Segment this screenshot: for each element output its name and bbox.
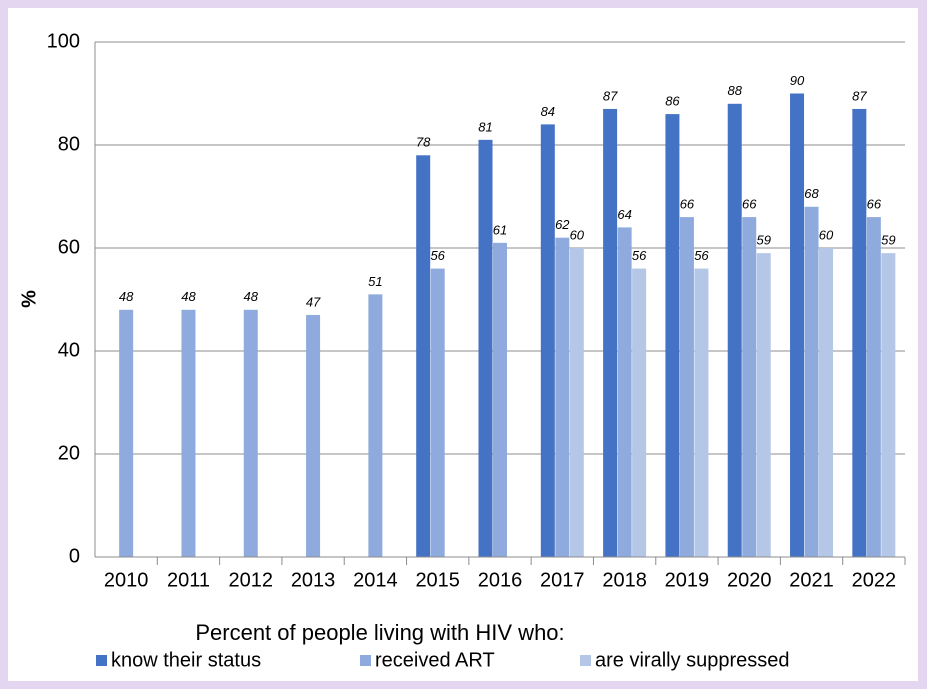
bar bbox=[881, 253, 896, 557]
bar bbox=[493, 242, 507, 557]
bar bbox=[569, 248, 584, 557]
bar bbox=[430, 268, 445, 557]
y-tick-label: 100 bbox=[47, 30, 80, 52]
legend-label: received ART bbox=[375, 649, 495, 671]
data-label: 86 bbox=[665, 94, 680, 109]
y-tick-label: 80 bbox=[58, 133, 80, 155]
data-label: 60 bbox=[570, 227, 585, 242]
x-tick-label: 2013 bbox=[291, 569, 336, 591]
x-tick-label: 2018 bbox=[602, 569, 647, 591]
bar bbox=[756, 253, 771, 557]
bar bbox=[804, 206, 819, 558]
legend-swatch bbox=[580, 655, 591, 666]
data-label: 84 bbox=[541, 104, 555, 119]
y-tick-label: 0 bbox=[69, 545, 80, 567]
data-label: 68 bbox=[804, 186, 819, 201]
legend-title: Percent of people living with HIV who: bbox=[195, 620, 564, 645]
y-tick-label: 20 bbox=[58, 442, 80, 464]
data-label: 60 bbox=[819, 227, 834, 242]
data-label: 56 bbox=[694, 248, 709, 263]
data-label: 59 bbox=[881, 233, 895, 248]
data-label: 66 bbox=[867, 197, 882, 212]
bar bbox=[416, 155, 431, 558]
bar bbox=[617, 227, 632, 557]
data-label: 87 bbox=[603, 88, 618, 103]
bar bbox=[540, 124, 555, 558]
data-label: 48 bbox=[181, 289, 196, 304]
x-tick-label: 2015 bbox=[415, 569, 460, 591]
bar bbox=[368, 294, 383, 557]
data-label: 88 bbox=[727, 83, 742, 98]
data-label: 81 bbox=[478, 119, 492, 134]
data-label: 56 bbox=[632, 248, 647, 263]
data-label: 48 bbox=[244, 289, 259, 304]
x-tick-label: 2021 bbox=[789, 569, 834, 591]
data-label: 51 bbox=[368, 274, 382, 289]
data-label: 78 bbox=[416, 135, 431, 150]
bar bbox=[852, 108, 867, 557]
x-tick-label: 2010 bbox=[104, 569, 149, 591]
x-tick-label: 2017 bbox=[540, 569, 585, 591]
data-label: 64 bbox=[617, 207, 631, 222]
x-tick-label: 2014 bbox=[353, 569, 398, 591]
bar bbox=[727, 103, 742, 558]
x-tick-label: 2020 bbox=[727, 569, 772, 591]
bar bbox=[603, 108, 618, 557]
data-label: 66 bbox=[680, 197, 695, 212]
data-label: 87 bbox=[852, 88, 867, 103]
data-label: 62 bbox=[555, 217, 570, 232]
bar bbox=[790, 93, 805, 557]
legend-swatch bbox=[360, 655, 371, 666]
bar bbox=[742, 217, 757, 557]
bar bbox=[306, 314, 321, 557]
x-tick-label: 2011 bbox=[167, 569, 210, 591]
x-tick-label: 2022 bbox=[852, 569, 897, 591]
y-tick-label: 60 bbox=[58, 236, 80, 258]
data-label: 48 bbox=[119, 289, 134, 304]
y-tick-label: 40 bbox=[58, 339, 80, 361]
bar bbox=[866, 217, 881, 557]
bar bbox=[478, 139, 493, 557]
bar bbox=[181, 309, 196, 557]
data-label: 59 bbox=[756, 233, 770, 248]
data-label: 61 bbox=[493, 222, 507, 237]
bar bbox=[243, 309, 258, 557]
y-axis-label: % bbox=[18, 290, 40, 308]
x-tick-label: 2016 bbox=[478, 569, 523, 591]
bar bbox=[119, 309, 134, 557]
data-label: 66 bbox=[742, 197, 757, 212]
bar bbox=[819, 248, 834, 557]
legend-swatch bbox=[96, 655, 107, 666]
data-label: 90 bbox=[790, 73, 805, 88]
x-tick-label: 2012 bbox=[229, 569, 274, 591]
bar bbox=[679, 217, 694, 557]
bar bbox=[665, 114, 680, 557]
legend-label: know their status bbox=[111, 649, 261, 671]
bar bbox=[632, 268, 647, 557]
data-label: 47 bbox=[306, 294, 321, 309]
data-label: 56 bbox=[430, 248, 445, 263]
legend-label: are virally suppressed bbox=[595, 649, 790, 671]
x-tick-label: 2019 bbox=[665, 569, 710, 591]
bar bbox=[694, 268, 709, 557]
bar bbox=[555, 237, 570, 557]
